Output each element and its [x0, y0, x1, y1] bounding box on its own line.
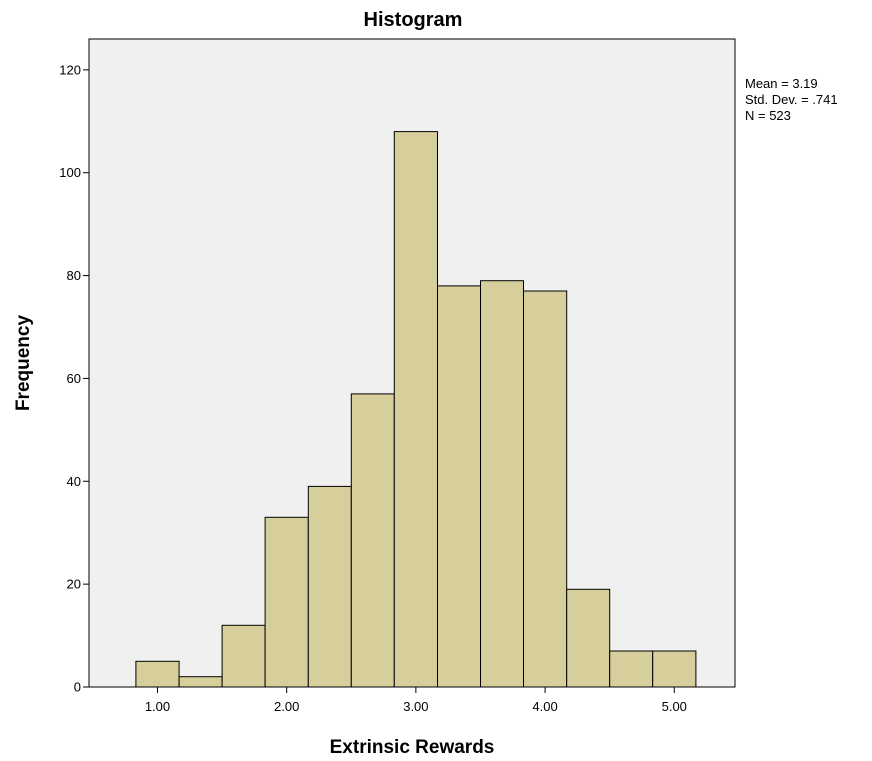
- stats-n: N = 523: [745, 108, 791, 123]
- histogram-bar-3: [221, 624, 266, 688]
- x-tick-label-2.00: 2.00: [274, 699, 299, 714]
- stats-std-dev: Std. Dev. = .741: [745, 92, 838, 107]
- stats-legend: Mean = 3.19 Std. Dev. = .741 N = 523: [745, 76, 838, 123]
- y-tick-label-120: 120: [59, 62, 81, 77]
- histogram-bar-2: [178, 676, 223, 688]
- histogram-bar-11: [566, 588, 611, 688]
- x-axis-label: Extrinsic Rewards: [330, 737, 495, 758]
- histogram-bar-6: [350, 393, 395, 688]
- x-tick-label-3.00: 3.00: [403, 699, 428, 714]
- histogram-bar-1: [135, 660, 180, 688]
- histogram-bar-13: [652, 650, 697, 688]
- histogram-bar-5: [307, 485, 352, 688]
- x-tick-label-4.00: 4.00: [532, 699, 557, 714]
- bars-group: [135, 131, 697, 688]
- x-tick-label-1.00: 1.00: [145, 699, 170, 714]
- x-axis: 1.00 2.00 3.00 4.00 5.00: [145, 687, 687, 714]
- y-tick-label-20: 20: [67, 577, 81, 592]
- histogram-bar-9: [480, 280, 524, 688]
- histogram-bar-12: [609, 650, 654, 688]
- y-tick-label-100: 100: [59, 165, 81, 180]
- histogram-bar-8: [437, 285, 481, 688]
- histogram-bar-7: [393, 131, 438, 688]
- y-tick-label-60: 60: [67, 371, 81, 386]
- x-tick-label-5.00: 5.00: [662, 699, 687, 714]
- histogram-bar-10: [523, 290, 568, 688]
- y-tick-label-40: 40: [67, 474, 81, 489]
- y-tick-label-80: 80: [67, 268, 81, 283]
- y-axis-label: Frequency: [13, 315, 34, 412]
- chart-title: Histogram: [364, 9, 463, 31]
- histogram-bar-4: [264, 516, 309, 688]
- y-tick-label-0: 0: [74, 680, 81, 695]
- stats-mean: Mean = 3.19: [745, 76, 818, 91]
- y-axis: 0 20 40 60 80 100 120: [59, 62, 89, 695]
